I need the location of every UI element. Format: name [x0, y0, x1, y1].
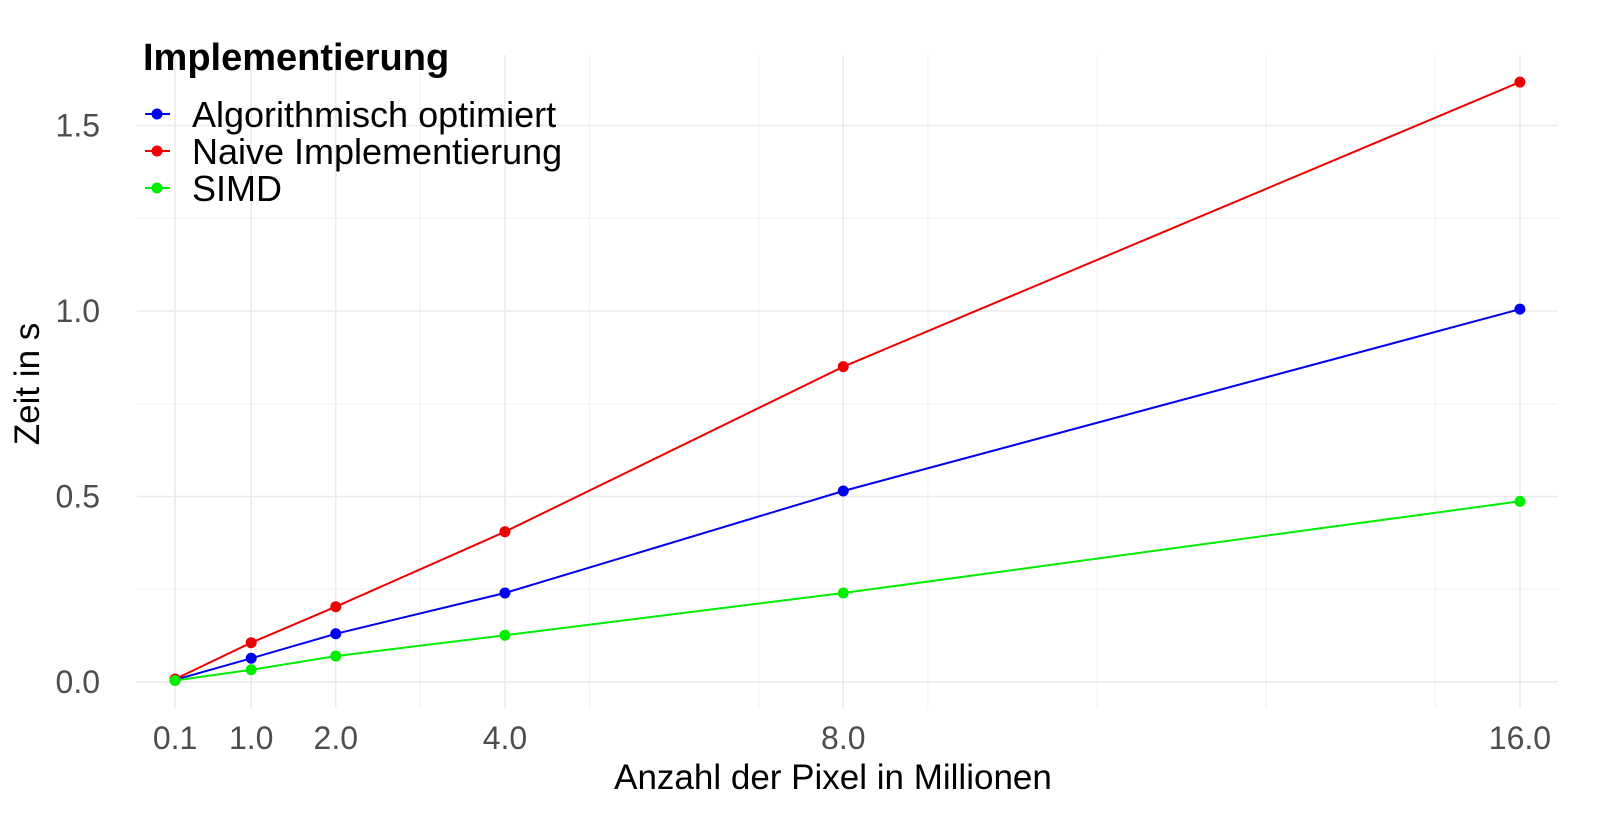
legend-label: SIMD [192, 168, 282, 209]
legend-key-point [151, 182, 163, 194]
legend: Implementierung Algorithmisch optimiertN… [143, 37, 562, 209]
legend-key-point [151, 108, 163, 120]
legend-label: Algorithmisch optimiert [192, 94, 556, 135]
legend-title: Implementierung [143, 37, 449, 79]
x-tick-label: 16.0 [1489, 720, 1551, 756]
legend-label: Naive Implementierung [192, 131, 562, 172]
data-point [499, 526, 511, 538]
series-layer [169, 76, 1526, 687]
legend-key-point [151, 145, 163, 157]
series-group [169, 303, 1526, 686]
y-tick-label: 0.5 [56, 479, 100, 515]
data-point [330, 601, 342, 613]
data-point [1514, 76, 1526, 88]
x-axis-ticks: 0.1 1.0 2.0 4.0 8.0 16.0 [153, 720, 1551, 756]
data-point [499, 629, 511, 641]
data-point [499, 587, 511, 599]
legend-item: Algorithmisch optimiert [145, 94, 556, 135]
data-point [837, 361, 849, 373]
x-tick-label: 0.1 [153, 720, 197, 756]
data-point [1514, 495, 1526, 507]
data-point [169, 675, 181, 687]
legend-item: Naive Implementierung [145, 131, 562, 172]
series-line [174, 81, 1521, 681]
series-line [174, 500, 1521, 682]
y-tick-label: 0.0 [56, 664, 100, 700]
x-tick-label: 1.0 [229, 720, 273, 756]
y-tick-label: 1.0 [56, 293, 100, 329]
data-point [245, 664, 257, 676]
data-point [245, 637, 257, 649]
data-point [330, 628, 342, 640]
data-point [837, 485, 849, 497]
data-point [837, 587, 849, 599]
data-point [245, 652, 257, 664]
y-axis-title: Zeit in s [8, 323, 47, 446]
y-tick-label: 1.5 [56, 107, 100, 143]
x-tick-label: 4.0 [483, 720, 527, 756]
x-axis-title: Anzahl der Pixel in Millionen [614, 758, 1052, 797]
series-group [169, 495, 1526, 687]
legend-item: SIMD [145, 168, 282, 209]
x-tick-label: 2.0 [314, 720, 358, 756]
y-axis-ticks: 0.0 0.5 1.0 1.5 [56, 107, 100, 700]
grid [137, 55, 1558, 708]
data-point [1514, 303, 1526, 315]
x-tick-label: 8.0 [821, 720, 865, 756]
series-line [174, 308, 1521, 681]
data-point [330, 650, 342, 662]
